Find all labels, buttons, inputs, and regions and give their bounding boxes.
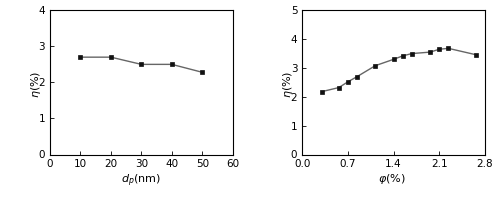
Y-axis label: $\eta$(%)  : $\eta$(%) <box>281 67 295 98</box>
Y-axis label: $\eta$(%)  : $\eta$(%) <box>28 67 42 98</box>
X-axis label: $\varphi$(%)  : $\varphi$(%) <box>378 172 410 186</box>
X-axis label: $d_p$(nm): $d_p$(nm) <box>122 172 162 188</box>
